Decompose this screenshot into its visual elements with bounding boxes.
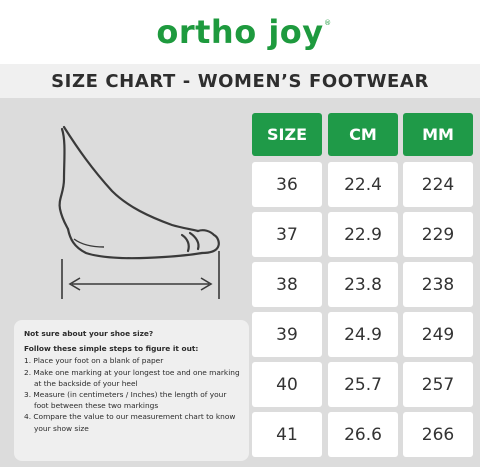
table-cell-cm: 26.6: [328, 412, 398, 457]
brand-logo: ortho joy ®: [156, 13, 331, 51]
instructions-question: Not sure about your shoe size?: [24, 329, 154, 338]
instruction-step: 3. Measure (in centimeters / Inches) the…: [24, 390, 227, 411]
table-cell-mm: 266: [403, 412, 473, 457]
brand-name: ortho joy: [156, 13, 324, 51]
table-cell-mm: 249: [403, 312, 473, 357]
foot-illustration: [58, 125, 220, 299]
foot-measurement-diagram: [14, 101, 249, 314]
table-cell-size: 37: [252, 212, 322, 257]
table-cell-cm: 23.8: [328, 262, 398, 307]
instruction-step: 2. Make one marking at your longest toe …: [24, 367, 240, 388]
table-cell-mm: 238: [403, 262, 473, 307]
column-header-cm: CM: [328, 113, 398, 156]
column-header-size: SIZE: [252, 113, 322, 156]
table-cell-mm: 229: [403, 212, 473, 257]
table-cell-mm: 224: [403, 162, 473, 207]
brand-header: ortho joy ®: [0, 0, 480, 64]
instruction-step: 4. Compare the value to our measurement …: [24, 412, 236, 433]
table-cell-cm: 24.9: [328, 312, 398, 357]
table-cell-cm: 22.4: [328, 162, 398, 207]
page-title: SIZE CHART - WOMEN’S FOOTWEAR: [51, 70, 429, 92]
instructions-lead: Follow these simple steps to figure it o…: [24, 344, 199, 354]
table-cell-cm: 22.9: [328, 212, 398, 257]
title-band: SIZE CHART - WOMEN’S FOOTWEAR: [0, 64, 480, 98]
column-header-mm: MM: [403, 113, 473, 156]
table-cell-size: 38: [252, 262, 322, 307]
table-cell-mm: 257: [403, 362, 473, 407]
table-cell-cm: 25.7: [328, 362, 398, 407]
table-cell-size: 41: [252, 412, 322, 457]
instructions-box: Not sure about your shoe size? Follow th…: [14, 320, 249, 461]
registered-mark: ®: [324, 19, 332, 27]
table-cell-size: 36: [252, 162, 322, 207]
table-cell-size: 40: [252, 362, 322, 407]
instruction-step: 1. Place your foot on a blank of paper: [24, 356, 164, 366]
table-cell-size: 39: [252, 312, 322, 357]
